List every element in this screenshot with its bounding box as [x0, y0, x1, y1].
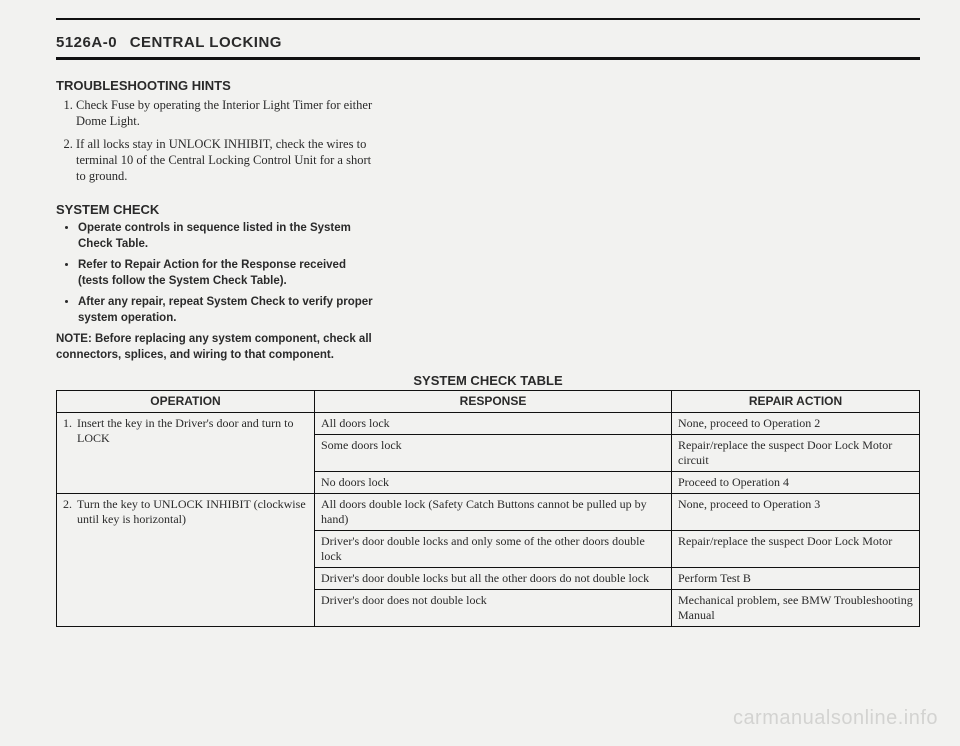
op-text: Insert the key in the Driver's door and … [77, 416, 308, 446]
troubleshooting-list: Check Fuse by operating the Interior Lig… [56, 97, 376, 184]
op-text: Turn the key to UNLOCK INHIBIT (clockwis… [77, 497, 308, 527]
response-cell: All doors double lock (Safety Catch Butt… [315, 494, 672, 531]
system-check-list: Operate controls in sequence listed in t… [56, 221, 376, 326]
op-number: 1. [63, 416, 77, 446]
repair-cell: None, proceed to Operation 3 [672, 494, 920, 531]
list-item: If all locks stay in UNLOCK INHIBIT, che… [76, 136, 376, 185]
col-response: RESPONSE [315, 391, 672, 413]
op-number: 2. [63, 497, 77, 527]
repair-cell: None, proceed to Operation 2 [672, 413, 920, 435]
table-header-row: OPERATION RESPONSE REPAIR ACTION [57, 391, 920, 413]
table-row: 2. Turn the key to UNLOCK INHIBIT (clock… [57, 494, 920, 531]
response-cell: All doors lock [315, 413, 672, 435]
operation-cell: 1. Insert the key in the Driver's door a… [57, 413, 315, 494]
rule-thick [56, 57, 920, 60]
system-check-note: NOTE: Before replacing any system compon… [56, 332, 376, 363]
col-operation: OPERATION [57, 391, 315, 413]
repair-cell: Mechanical problem, see BMW Troubleshoot… [672, 590, 920, 627]
page-header: 5126A-0 CENTRAL LOCKING [56, 34, 920, 57]
troubleshooting-title: TROUBLESHOOTING HINTS [56, 78, 376, 93]
header-title: CENTRAL LOCKING [130, 34, 282, 51]
repair-cell: Repair/replace the suspect Door Lock Mot… [672, 531, 920, 568]
page: 5126A-0 CENTRAL LOCKING TROUBLESHOOTING … [0, 0, 960, 746]
response-cell: No doors lock [315, 472, 672, 494]
repair-cell: Repair/replace the suspect Door Lock Mot… [672, 435, 920, 472]
response-cell: Driver's door does not double lock [315, 590, 672, 627]
operation-cell: 2. Turn the key to UNLOCK INHIBIT (clock… [57, 494, 315, 627]
response-cell: Driver's door double locks but all the o… [315, 568, 672, 590]
left-column: TROUBLESHOOTING HINTS Check Fuse by oper… [56, 78, 376, 363]
response-cell: Driver's door double locks and only some… [315, 531, 672, 568]
system-check-title: SYSTEM CHECK [56, 202, 376, 217]
rule-top [56, 18, 920, 20]
system-check-table: OPERATION RESPONSE REPAIR ACTION 1. Inse… [56, 390, 920, 627]
response-cell: Some doors lock [315, 435, 672, 472]
list-item: Check Fuse by operating the Interior Lig… [76, 97, 376, 130]
col-repair: REPAIR ACTION [672, 391, 920, 413]
header-code: 5126A-0 [56, 34, 117, 51]
list-item: Operate controls in sequence listed in t… [78, 221, 376, 252]
table-title: SYSTEM CHECK TABLE [56, 373, 920, 388]
list-item: Refer to Repair Action for the Response … [78, 258, 376, 289]
list-item: After any repair, repeat System Check to… [78, 295, 376, 326]
table-row: 1. Insert the key in the Driver's door a… [57, 413, 920, 435]
watermark: carmanualsonline.info [733, 707, 938, 730]
repair-cell: Perform Test B [672, 568, 920, 590]
repair-cell: Proceed to Operation 4 [672, 472, 920, 494]
